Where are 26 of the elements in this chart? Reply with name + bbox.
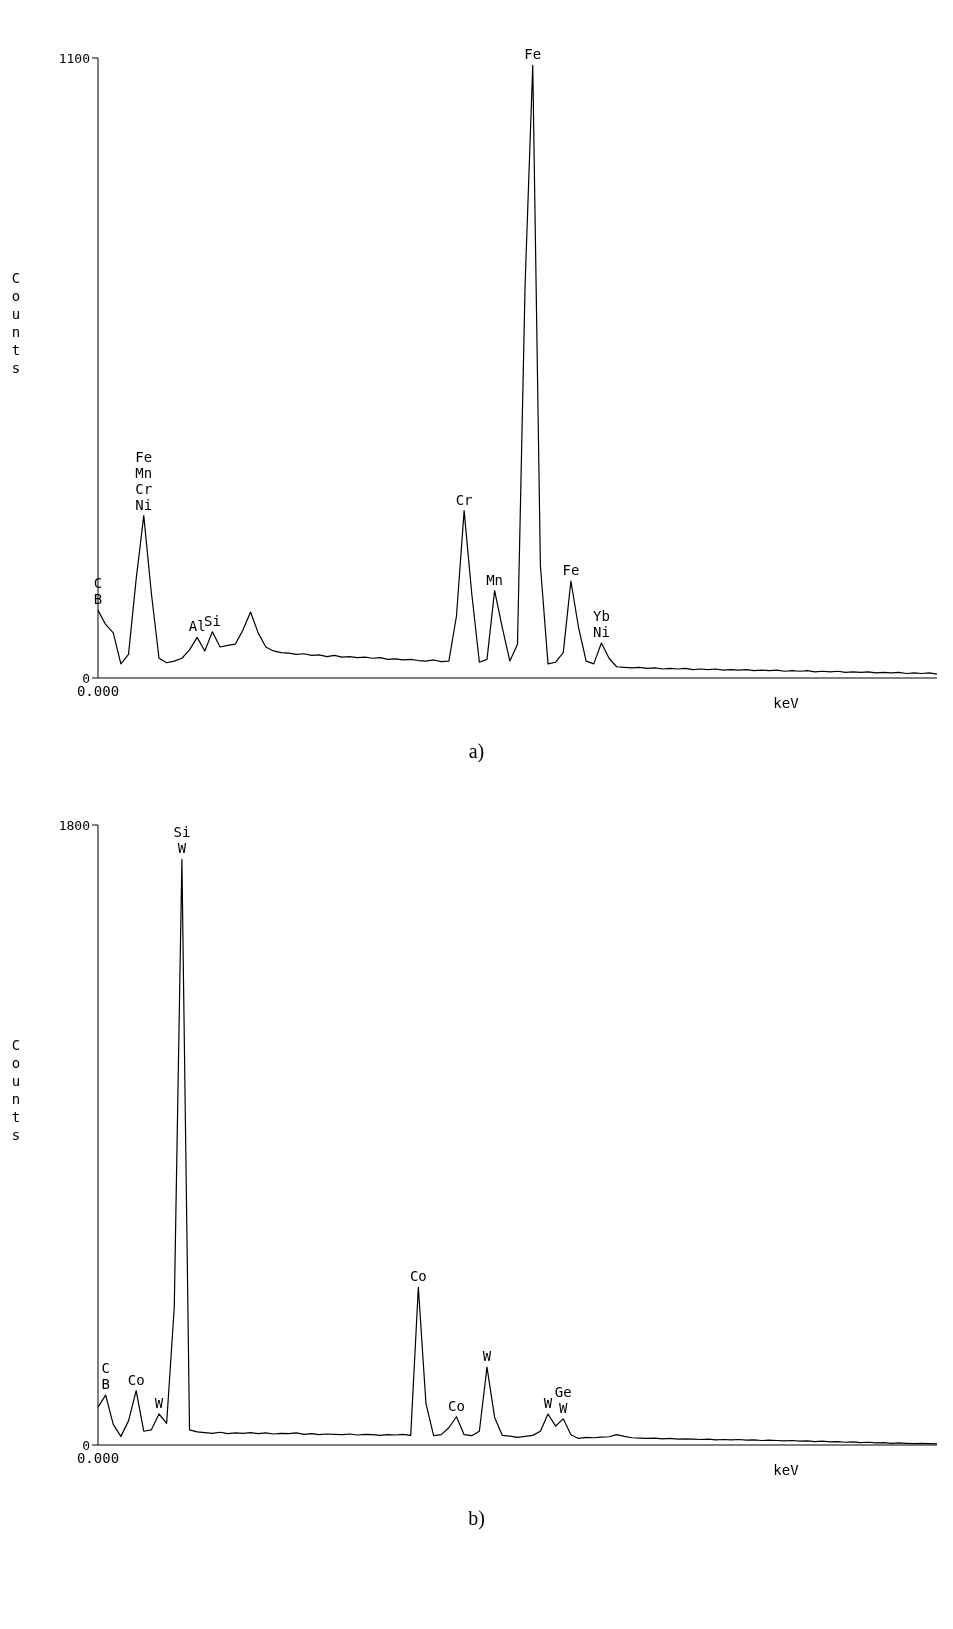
text: b) [467,1507,486,1530]
data-label: Mn [486,571,504,588]
data-label: Yb Ni [592,608,610,641]
text: a) [467,740,486,763]
data-label: Cr [455,491,473,508]
data-label: Fe [562,562,580,579]
data-label: Ge W [554,1383,572,1416]
data-label: Si W [173,824,191,857]
data-label: C B [93,575,103,608]
x-axis-title: keV [773,695,800,711]
data-label: W [482,1348,492,1365]
x-axis-title: keV [773,1462,800,1478]
data-label: Fe Mn Cr Ni [135,448,153,513]
data-label: C B [101,1360,110,1393]
data-label: W [543,1395,553,1411]
y-axis-title: Counts [11,1037,21,1143]
data-label: Co [448,1397,465,1414]
data-label: Si [203,612,221,629]
y-tick-label: 1100 [58,50,90,66]
y-axis-title: Counts [11,270,21,376]
data-label: W [154,1395,164,1411]
data-label: Co [409,1268,427,1285]
data-label: Fe [524,46,542,63]
y-tick-label: 1800 [58,817,90,833]
data-label: Co [127,1371,145,1388]
data-label: Al [188,618,206,635]
